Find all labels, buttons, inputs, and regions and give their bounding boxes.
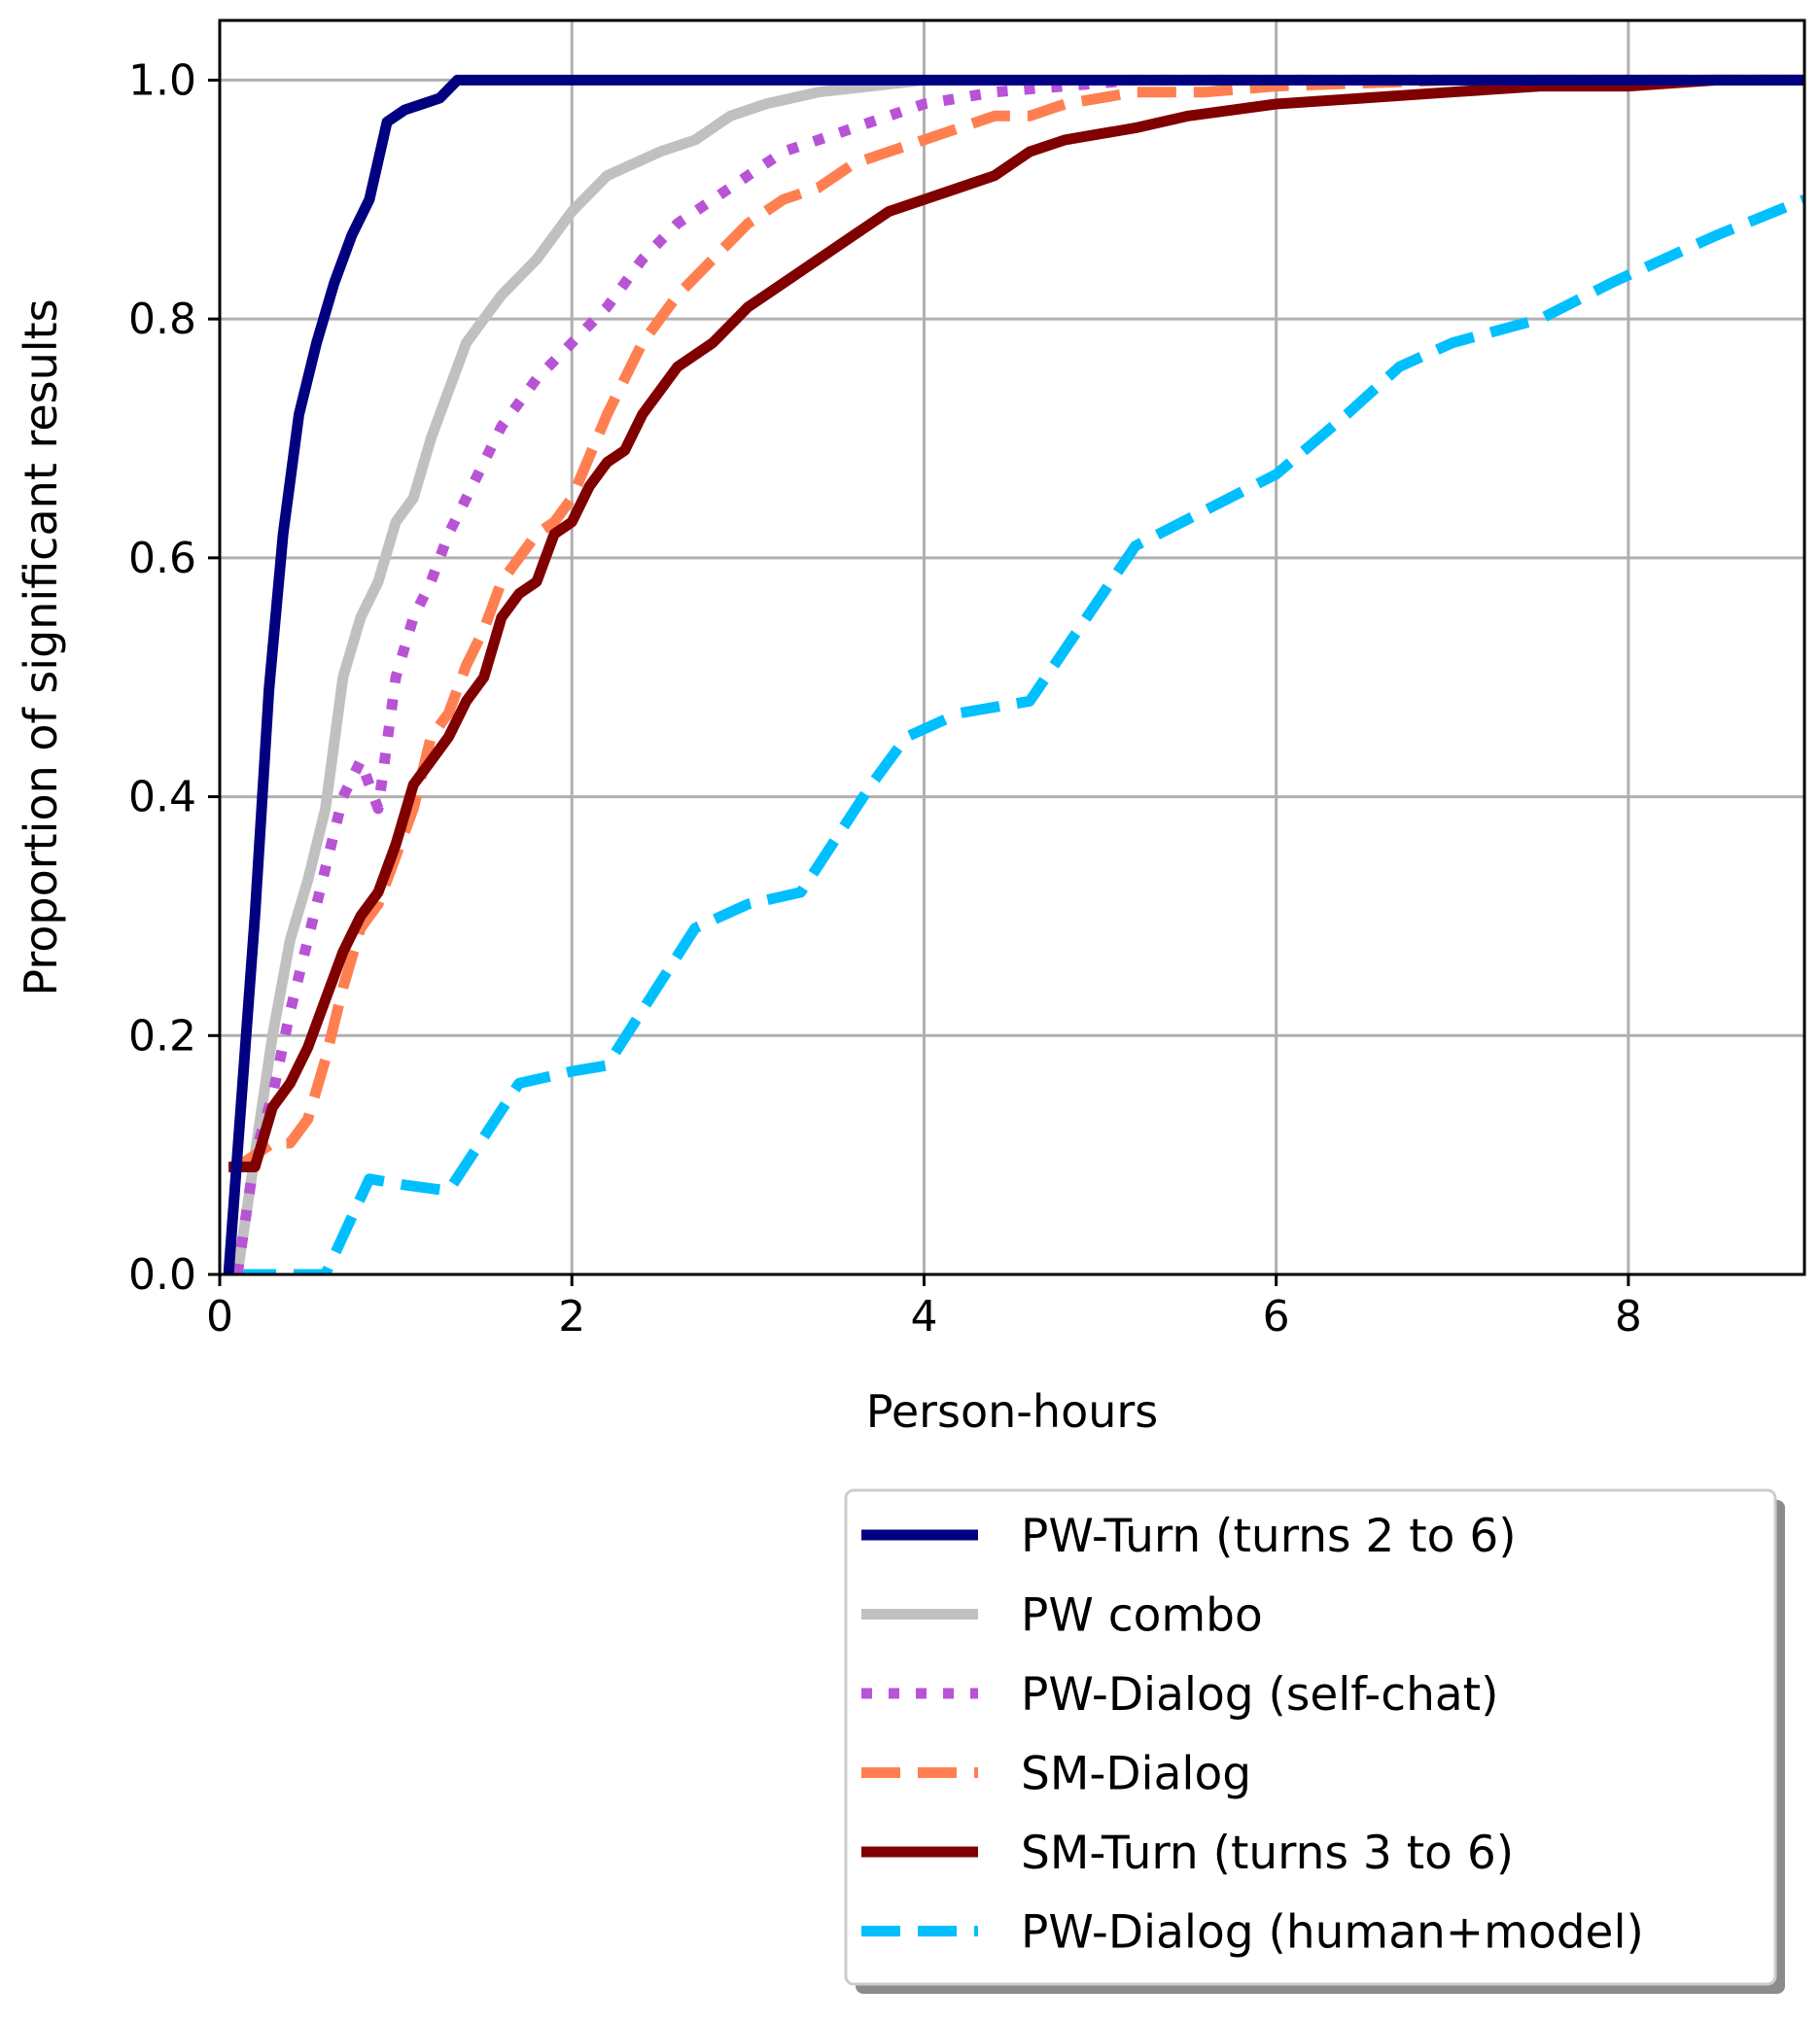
y-tick-label: 0.0 [128, 1250, 196, 1300]
plot-area [223, 74, 1804, 1274]
grid [220, 20, 1804, 1274]
x-tick-label: 6 [1263, 1292, 1290, 1342]
series-line-4 [228, 74, 1804, 1172]
series-line-0 [223, 74, 1804, 1274]
y-tick-label: 0.2 [128, 1011, 196, 1061]
x-tick-label: 8 [1615, 1292, 1642, 1342]
legend-label: SM-Turn (turns 3 to 6) [1021, 1827, 1514, 1880]
y-tick-label: 0.4 [128, 773, 196, 822]
y-tick-label: 0.6 [128, 534, 196, 583]
y-axis-label: Proportion of significant results [15, 298, 67, 995]
legend-label: PW combo [1021, 1589, 1263, 1643]
x-tick-label: 4 [910, 1292, 937, 1342]
y-tick-label: 0.8 [128, 295, 196, 344]
y-tick-label: 1.0 [128, 55, 196, 105]
series-line-1 [231, 74, 1804, 1274]
series-line-5 [237, 194, 1804, 1274]
x-axis-label: Person-hours [866, 1385, 1159, 1438]
legend: PW-Turn (turns 2 to 6) PW combo PW-Dialog … [844, 1488, 1785, 1994]
legend-label: SM-Dialog [1021, 1748, 1251, 1801]
axis-ticks: 0 2 4 6 8 0.0 0.2 0.4 0.6 0.8 1.0 [128, 55, 1642, 1342]
series-line-3 [234, 74, 1804, 1171]
legend-label: PW-Dialog (human+model) [1021, 1906, 1644, 1960]
legend-box [844, 1488, 1777, 1986]
legend-label: PW-Turn (turns 2 to 6) [1021, 1510, 1517, 1563]
legend-label: PW-Dialog (self-chat) [1021, 1668, 1498, 1722]
x-tick-label: 2 [558, 1292, 585, 1342]
x-tick-label: 0 [206, 1292, 233, 1342]
axes-frame [218, 18, 1806, 1276]
series-line-2 [231, 74, 1804, 1274]
